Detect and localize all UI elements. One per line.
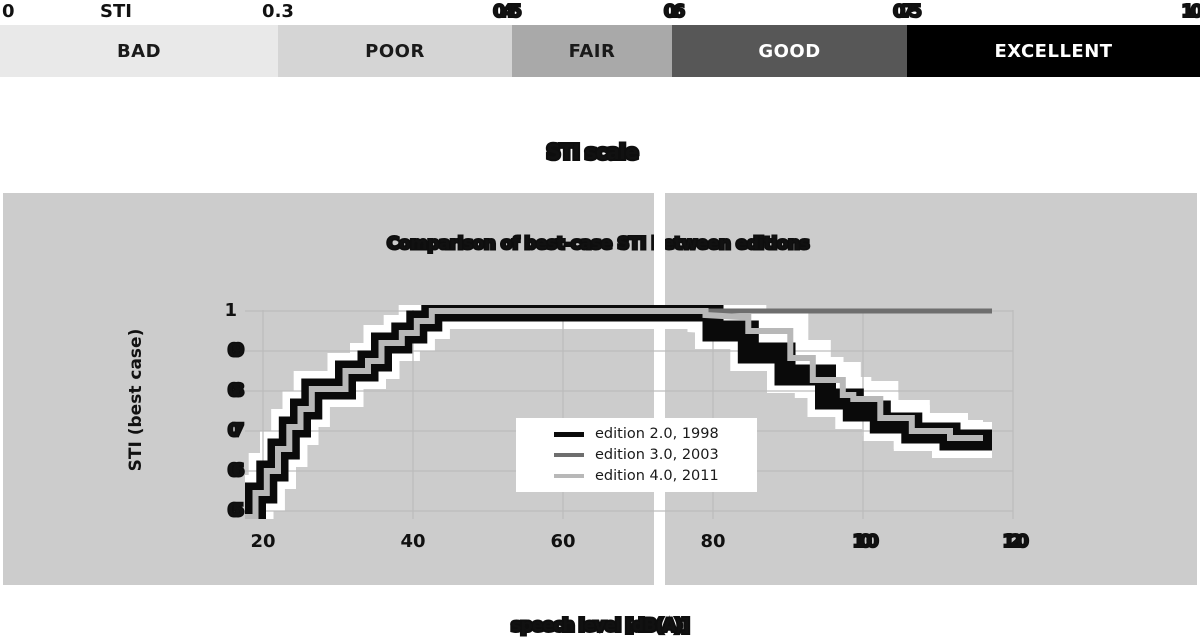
- sti-line-plot: [245, 305, 1014, 519]
- ytick-09: 0.9: [227, 339, 246, 362]
- ruler-tick-10: 1.0: [1180, 0, 1200, 23]
- ytick-1: 1: [224, 300, 237, 321]
- legend-line-swatch-edition3: [554, 453, 584, 457]
- legend-row: edition 2.0, 1998: [516, 424, 757, 444]
- legend-label: edition 4.0, 2011: [595, 468, 719, 484]
- figure-title: STI scale: [544, 138, 640, 166]
- xtick-20: 20: [250, 531, 276, 552]
- ruler-tick-03: 0.3: [262, 1, 294, 22]
- legend-row: edition 4.0, 2011: [516, 466, 757, 486]
- ytick-08: 0.8: [227, 379, 246, 402]
- ytick-05: 0.5: [227, 499, 246, 522]
- xtick-40: 40: [400, 531, 426, 552]
- xtick-60: 60: [550, 531, 576, 552]
- ruler-axis-label: STI: [100, 1, 132, 22]
- chart-title: Comparison of best-case STI between edit…: [385, 233, 811, 256]
- legend-label: edition 2.0, 1998: [595, 426, 719, 442]
- ytick-07: 0.7: [227, 419, 246, 442]
- ruler-tick-06: 0.6: [663, 0, 687, 23]
- chart-panel: Comparison of best-case STI between edit…: [3, 193, 1197, 585]
- scale-segment-good: GOOD: [672, 25, 907, 77]
- sti-quality-scale-bar: BAD POOR FAIR GOOD EXCELLENT: [0, 25, 1200, 77]
- y-axis-label: STI (best case): [126, 328, 146, 472]
- xtick-80: 80: [700, 531, 726, 552]
- xtick-120: 120: [1001, 530, 1030, 553]
- legend-box: edition 2.0, 1998 edition 3.0, 2003 edit…: [516, 418, 757, 492]
- scale-segment-fair: FAIR: [512, 25, 672, 77]
- xtick-100: 100: [851, 530, 880, 553]
- ytick-06: 0.6: [227, 459, 246, 482]
- legend-line-swatch-edition2: [554, 431, 584, 437]
- scale-segment-poor: POOR: [278, 25, 512, 77]
- legend-row: edition 3.0, 2003: [516, 445, 757, 465]
- scale-segment-bad: BAD: [0, 25, 278, 77]
- vertical-white-strip: [654, 193, 665, 585]
- ruler-tick-0: 0: [2, 1, 15, 22]
- x-axis-caption: speech level [dB(A)]: [509, 614, 691, 638]
- sti-scale-ruler: 0 STI 0.3 0.45 0.6 0.75 1.0: [0, 0, 1200, 25]
- ruler-tick-045: 0.45: [492, 0, 523, 23]
- ruler-tick-075: 0.75: [892, 0, 923, 23]
- scale-segment-excellent: EXCELLENT: [907, 25, 1200, 77]
- legend-line-swatch-edition4: [554, 474, 584, 478]
- legend-label: edition 3.0, 2003: [595, 447, 719, 463]
